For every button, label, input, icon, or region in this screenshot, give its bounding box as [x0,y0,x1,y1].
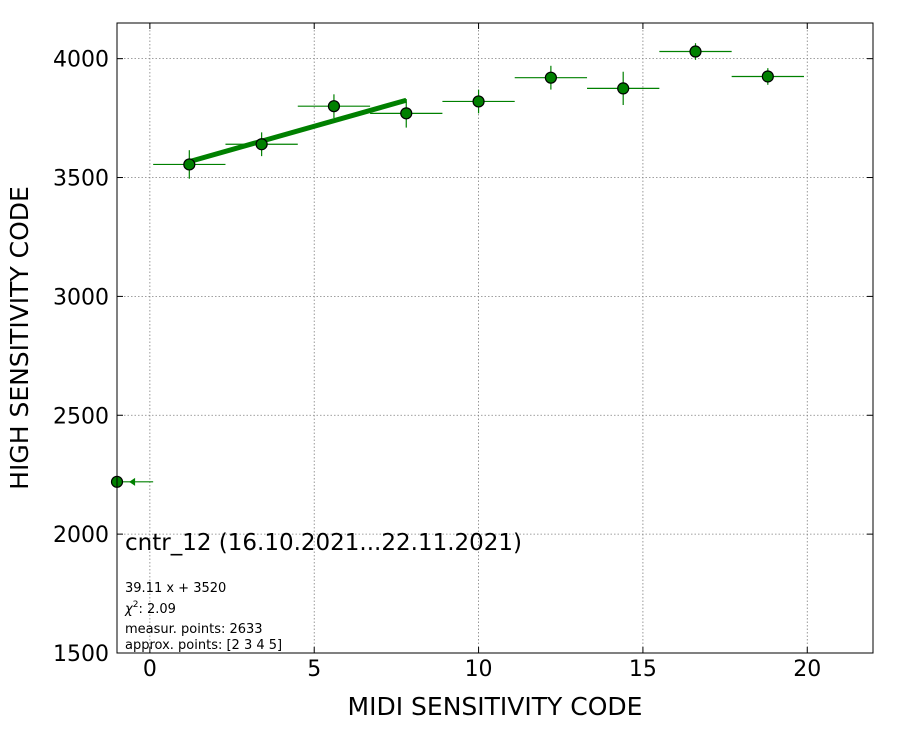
y-tick-label: 2000 [53,523,109,548]
data-point [689,45,702,58]
data-point [472,95,485,108]
chi2-label: χ2: 2.09 [124,600,176,617]
y-tick-label: 4000 [53,48,109,73]
chi2-value: : 2.09 [138,602,175,617]
data-point [255,138,268,151]
x-tick-label: 15 [629,657,657,682]
x-tick-label: 0 [143,657,157,682]
data-point [183,158,196,171]
data-point [400,107,413,120]
y-tick-label: 3000 [53,285,109,310]
data-point [761,70,774,83]
fit-line [188,97,407,165]
measured-points-label: measur. points: 2633 [125,622,263,637]
data-points [110,45,774,488]
data-point [327,100,341,113]
data-point [544,71,557,84]
x-axis-label: MIDI SENSITIVITY CODE [348,692,643,721]
y-tick-label: 1500 [53,642,109,667]
grid [117,23,873,654]
data-point [617,82,630,95]
x-tick-label: 5 [307,657,321,682]
x-tick-label: 10 [465,657,493,682]
y-tick-label: 3500 [53,167,109,192]
error-bars [117,43,804,486]
plot-frame [116,22,874,654]
y-axis-label: HIGH SENSITIVITY CODE [5,186,34,490]
fit-equation: 39.11 x + 3520 [125,581,226,596]
chi2-superscript: 2 [133,600,139,610]
fit-line-group [188,97,407,165]
edge-arrow-head [129,477,136,486]
chart-annotation-title: cntr_12 (16.10.2021...22.11.2021) [125,530,522,556]
y-tick-label: 2500 [53,404,109,429]
x-tick-label: 20 [793,657,821,682]
chi2-symbol: χ [124,602,134,617]
axis-ticks: 0 5 10 15 20 1500 2000 2500 3000 3500 4000 [53,23,873,682]
approx-points-label: approx. points: [2 3 4 5] [125,638,282,653]
